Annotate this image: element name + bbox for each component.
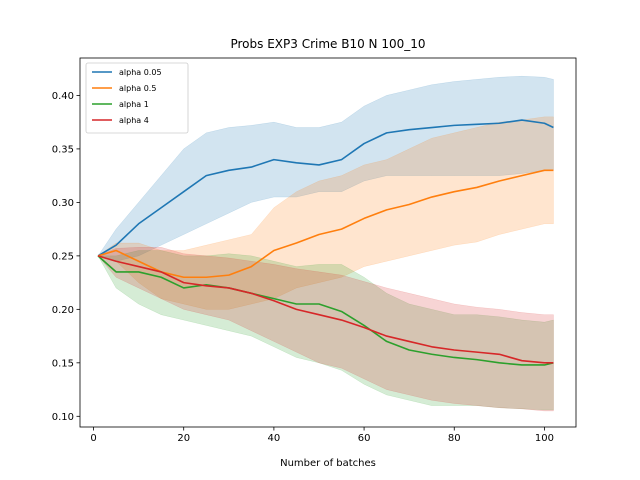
line-alpha-1 <box>97 255 554 366</box>
y-axis-ticks: 0.10 0.15 0.20 0.25 0.30 0.35 0.40 <box>52 91 80 423</box>
line-alpha-0-5 <box>97 169 554 279</box>
x-tick-label: 100 <box>535 433 554 444</box>
band-alpha-0-05 <box>97 75 554 262</box>
confidence-bands <box>97 75 554 412</box>
x-axis-ticks: 0 20 40 60 80 100 <box>90 427 554 444</box>
x-tick-label: 80 <box>448 433 461 444</box>
legend-label-alpha-0-5: alpha 0.5 <box>119 84 156 93</box>
plot-area-frame <box>79 57 577 428</box>
legend-label-alpha-4: alpha 4 <box>119 116 149 125</box>
line-alpha-0-05 <box>97 119 554 257</box>
legend: alpha 0.05 alpha 0.5 alpha 1 alpha 4 <box>85 62 189 134</box>
legend-box <box>85 62 189 134</box>
x-tick-label: 0 <box>90 433 96 444</box>
x-tick-label: 40 <box>268 433 281 444</box>
y-tick-label: 0.40 <box>52 91 74 102</box>
chart-title: Probs EXP3 Crime B10 N 100_10 <box>230 37 425 51</box>
legend-label-alpha-1: alpha 1 <box>119 100 149 109</box>
band-alpha-1 <box>97 250 554 411</box>
y-tick-label: 0.15 <box>52 358 74 369</box>
legend-label-alpha-0-05: alpha 0.05 <box>119 68 162 77</box>
x-tick-label: 20 <box>177 433 190 444</box>
line-alpha-4 <box>97 255 554 364</box>
y-tick-label: 0.20 <box>52 305 74 316</box>
y-tick-label: 0.10 <box>52 412 74 423</box>
x-axis-label: Number of batches <box>280 458 376 469</box>
y-tick-label: 0.35 <box>52 144 74 155</box>
y-tick-label: 0.30 <box>52 198 74 209</box>
series-lines <box>97 119 554 366</box>
y-tick-label: 0.25 <box>52 251 74 262</box>
x-tick-label: 60 <box>358 433 371 444</box>
